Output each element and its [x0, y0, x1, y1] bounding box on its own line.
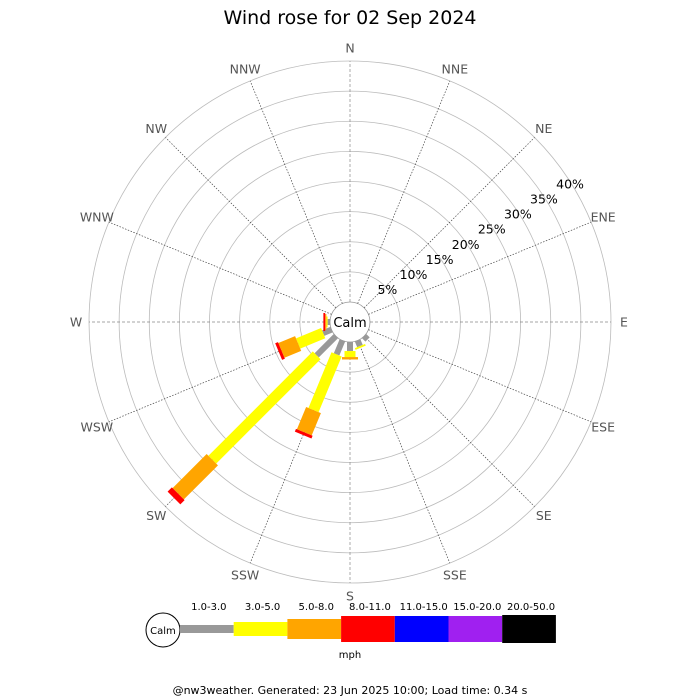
- spoke-nne: [357, 80, 451, 304]
- wind-bar-sw-1.0-3.0: [314, 334, 338, 358]
- spoke-wnw: [108, 221, 332, 315]
- radial-tick-label: 15%: [426, 252, 454, 267]
- radial-tick-label: 30%: [504, 207, 532, 222]
- direction-label-s: S: [346, 589, 354, 604]
- chart-title: Wind rose for 02 Sep 2024: [223, 7, 476, 29]
- wind-bar-sse-1.0-3.0: [354, 339, 363, 348]
- direction-label-ese: ESE: [591, 419, 615, 434]
- legend-swatch-1.0-3.0: [180, 625, 234, 633]
- legend-swatch-15.0-20.0: [448, 616, 503, 642]
- direction-label-nne: NNE: [442, 61, 469, 76]
- direction-label-wsw: WSW: [81, 419, 114, 434]
- spoke-ene: [368, 221, 592, 315]
- radial-tick-labels: 5%10%15%20%25%30%35%40%: [377, 177, 584, 297]
- wind-bar-ssw-1.0-3.0: [333, 339, 346, 356]
- calm-center: Calm: [331, 303, 369, 341]
- spoke-nw: [165, 137, 337, 309]
- radial-tick-label: 5%: [377, 282, 397, 297]
- legend-swatch-11.0-15.0: [394, 616, 449, 642]
- wind-bar-wsw-3.0-5.0: [296, 328, 326, 349]
- wind-bar-sw-8.0-11.0: [167, 487, 185, 505]
- direction-label-se: SE: [536, 508, 552, 523]
- footer-text: @nw3weather. Generated: 23 Jun 2025 10:0…: [173, 684, 528, 697]
- legend-swatch-20.0-50.0: [502, 615, 556, 643]
- legend-label-15.0-20.0: 15.0-20.0: [453, 602, 501, 613]
- wind-bar-ssw-5.0-8.0: [296, 406, 321, 436]
- legend-label-5.0-8.0: 5.0-8.0: [299, 602, 334, 613]
- legend-swatch-3.0-5.0: [233, 622, 288, 636]
- direction-label-ne: NE: [535, 121, 552, 136]
- calm-disc: [331, 303, 369, 341]
- direction-label-nw: NW: [145, 121, 167, 136]
- spoke-sse: [357, 340, 451, 564]
- legend-label-8.0-11.0: 8.0-11.0: [349, 602, 391, 613]
- radial-tick-label: 40%: [556, 177, 584, 192]
- direction-label-n: N: [345, 41, 354, 56]
- direction-label-nnw: NNW: [230, 61, 261, 76]
- direction-label-wnw: WNW: [80, 210, 114, 225]
- direction-label-sse: SSE: [443, 568, 467, 583]
- legend-swatch-8.0-11.0: [341, 616, 395, 642]
- speed-legend: Calm 1.0-3.0 3.0-5.0 5.0-8.0 8.0-11.0 11.0-15…: [145, 602, 556, 661]
- direction-label-w: W: [70, 315, 82, 330]
- wind-bar-ssw-3.0-5.0: [308, 352, 342, 413]
- spoke-ese: [368, 329, 592, 423]
- radial-tick-label: 25%: [478, 222, 506, 237]
- spoke-ne: [363, 137, 535, 309]
- wind-bar-wsw-1.0-3.0: [322, 326, 333, 336]
- legend-swatch-5.0-8.0: [287, 619, 342, 639]
- wind-bar-sse-3.0-5.0: [354, 343, 366, 350]
- direction-label-ene: ENE: [591, 210, 616, 225]
- spoke-nnw: [249, 80, 343, 304]
- wind-bar-wsw-8.0-11.0: [275, 342, 285, 360]
- direction-label-sw: SW: [146, 508, 166, 523]
- radial-tick-label: 10%: [400, 267, 428, 282]
- wind-bar-wsw-5.0-8.0: [278, 336, 302, 358]
- radial-tick-label: 35%: [530, 192, 558, 207]
- wind-bars: [167, 313, 370, 505]
- legend-unit: mph: [339, 650, 361, 661]
- legend-label-11.0-15.0: 11.0-15.0: [400, 602, 448, 613]
- wind-bar-sw-3.0-5.0: [208, 351, 321, 464]
- legend-label-20.0-50.0: 20.0-50.0: [507, 602, 555, 613]
- spoke-se: [363, 335, 535, 507]
- direction-label-ssw: SSW: [231, 568, 259, 583]
- legend-label-3.0-5.0: 3.0-5.0: [245, 602, 280, 613]
- wind-bar-sw-5.0-8.0: [172, 454, 218, 500]
- wind-bar-se-1.0-3.0: [362, 334, 370, 342]
- direction-label-e: E: [620, 315, 628, 330]
- calm-label: Calm: [333, 316, 366, 331]
- radial-tick-label: 20%: [452, 237, 480, 252]
- wind-bar-ssw-8.0-11.0: [294, 428, 313, 439]
- direction-labels: N NNE NE ENE E ESE SE SSE S SSW SW WSW W WNW NW NNW: [70, 41, 628, 604]
- legend-label-1.0-3.0: 1.0-3.0: [191, 602, 226, 613]
- legend-calm-label: Calm: [150, 626, 176, 637]
